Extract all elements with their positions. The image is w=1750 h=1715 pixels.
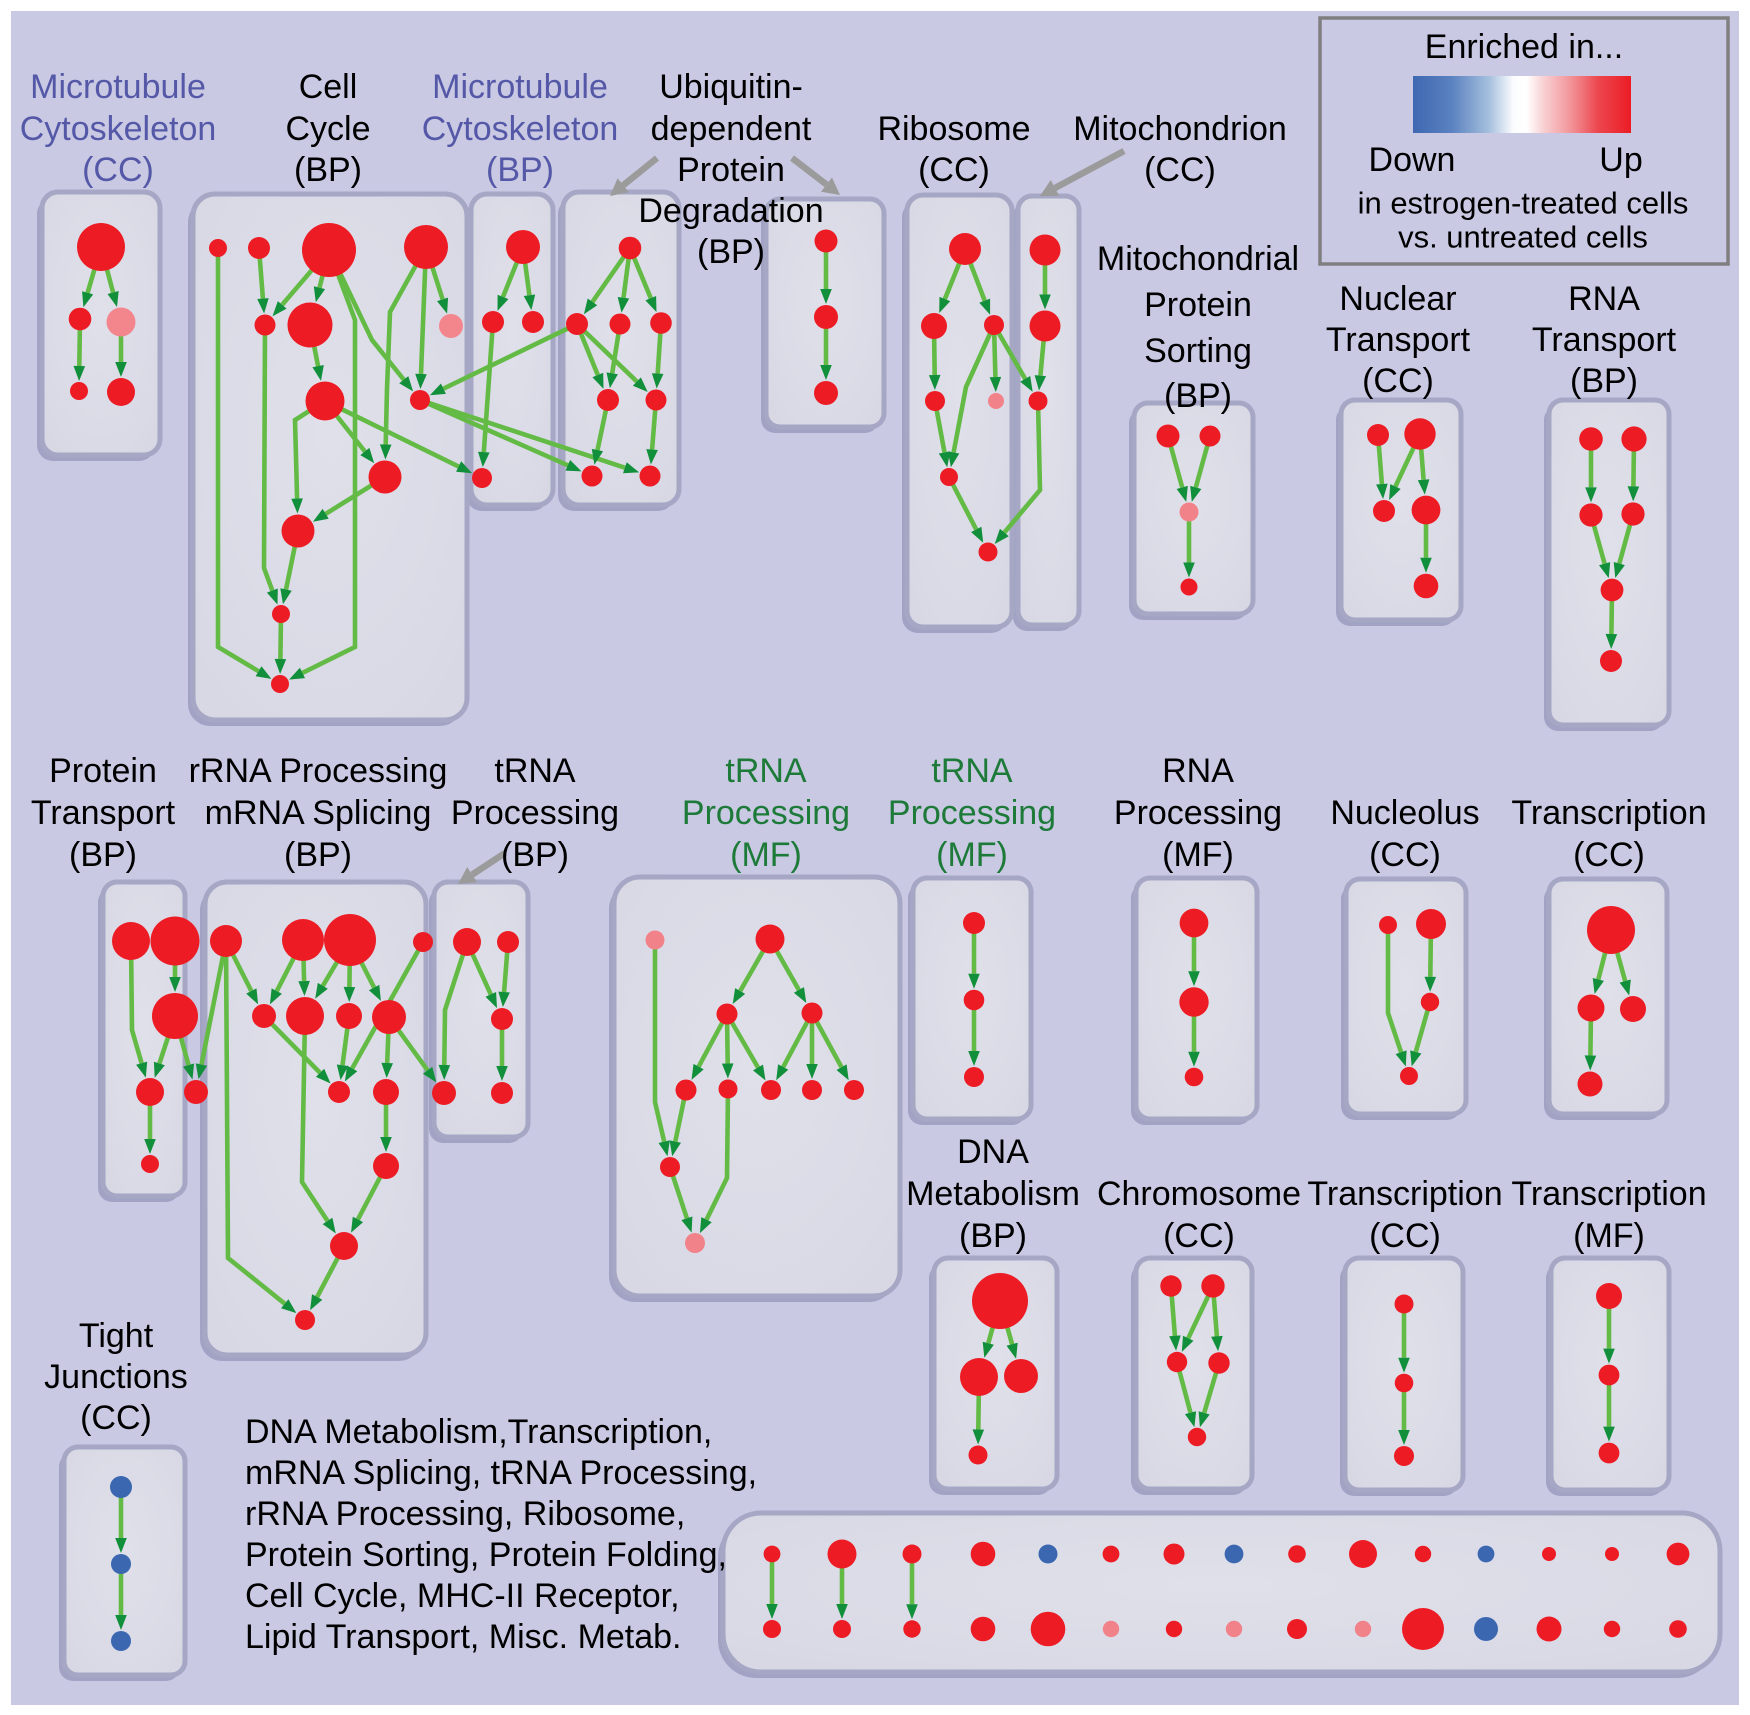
svg-text:mRNA Splicing, tRNA Processing: mRNA Splicing, tRNA Processing,: [245, 1454, 757, 1492]
svg-text:rRNA Processing, Ribosome,: rRNA Processing, Ribosome,: [245, 1495, 685, 1533]
svg-text:tRNA: tRNA: [931, 752, 1013, 790]
svg-text:Microtubule: Microtubule: [432, 68, 608, 106]
svg-text:(BP): (BP): [69, 836, 137, 874]
svg-text:rRNA Processing: rRNA Processing: [189, 752, 448, 790]
svg-text:(BP): (BP): [294, 151, 362, 189]
svg-text:RNA: RNA: [1568, 280, 1640, 318]
svg-text:Mitochondrial: Mitochondrial: [1097, 240, 1299, 278]
svg-text:Processing: Processing: [888, 794, 1056, 832]
svg-text:DNA: DNA: [957, 1133, 1029, 1171]
svg-text:Protein Sorting, Protein Foldi: Protein Sorting, Protein Folding,: [245, 1536, 727, 1574]
svg-text:Junctions: Junctions: [44, 1358, 188, 1396]
svg-text:Cycle: Cycle: [285, 110, 370, 148]
svg-text:(CC): (CC): [80, 1399, 152, 1437]
svg-text:dependent: dependent: [651, 110, 812, 148]
svg-text:Processing: Processing: [1114, 794, 1282, 832]
svg-text:Sorting: Sorting: [1144, 332, 1252, 370]
svg-text:(CC): (CC): [918, 151, 990, 189]
svg-text:Transport: Transport: [1326, 321, 1471, 359]
svg-text:Protein: Protein: [1144, 286, 1252, 324]
svg-text:Nucleolus: Nucleolus: [1330, 794, 1479, 832]
svg-text:Processing: Processing: [451, 794, 619, 832]
svg-text:(CC): (CC): [1362, 362, 1434, 400]
svg-text:(BP): (BP): [1570, 362, 1638, 400]
svg-text:(MF): (MF): [936, 836, 1008, 874]
svg-text:(BP): (BP): [1164, 377, 1232, 415]
svg-text:(CC): (CC): [82, 151, 154, 189]
svg-text:Metabolism: Metabolism: [906, 1175, 1080, 1213]
svg-text:vs. untreated cells: vs. untreated cells: [1398, 220, 1648, 255]
svg-text:Nuclear: Nuclear: [1339, 280, 1456, 318]
svg-text:(MF): (MF): [730, 836, 802, 874]
svg-text:DNA Metabolism,Transcription,: DNA Metabolism,Transcription,: [245, 1413, 712, 1451]
svg-text:(CC): (CC): [1163, 1217, 1235, 1255]
svg-text:Enriched in...: Enriched in...: [1425, 28, 1623, 66]
svg-text:Ribosome: Ribosome: [877, 110, 1030, 148]
svg-text:Ubiquitin-: Ubiquitin-: [659, 68, 803, 106]
svg-text:(BP): (BP): [697, 233, 765, 271]
svg-text:Transcription: Transcription: [1307, 1175, 1502, 1213]
svg-text:mRNA Splicing: mRNA Splicing: [205, 794, 432, 832]
svg-text:Transcription: Transcription: [1511, 794, 1706, 832]
svg-text:tRNA: tRNA: [725, 752, 807, 790]
svg-text:Microtubule: Microtubule: [30, 68, 206, 106]
svg-text:Chromosome: Chromosome: [1097, 1175, 1301, 1213]
svg-text:Tight: Tight: [79, 1317, 154, 1355]
svg-text:(MF): (MF): [1573, 1217, 1645, 1255]
svg-text:Protein: Protein: [677, 151, 785, 189]
svg-text:tRNA: tRNA: [494, 752, 576, 790]
svg-text:(MF): (MF): [1162, 836, 1234, 874]
svg-text:Transcription: Transcription: [1511, 1175, 1706, 1213]
svg-text:Protein: Protein: [49, 752, 157, 790]
svg-text:(BP): (BP): [501, 836, 569, 874]
svg-text:(BP): (BP): [486, 151, 554, 189]
svg-text:Mitochondrion: Mitochondrion: [1073, 110, 1287, 148]
svg-text:Processing: Processing: [682, 794, 850, 832]
svg-text:Transport: Transport: [31, 794, 176, 832]
svg-text:Up: Up: [1599, 141, 1642, 179]
svg-text:Cytoskeleton: Cytoskeleton: [20, 110, 217, 148]
svg-text:(BP): (BP): [284, 836, 352, 874]
svg-text:Cell Cycle, MHC-II Receptor,: Cell Cycle, MHC-II Receptor,: [245, 1577, 680, 1615]
svg-text:(CC): (CC): [1573, 836, 1645, 874]
svg-text:Lipid Transport, Misc. Metab.: Lipid Transport, Misc. Metab.: [245, 1618, 682, 1656]
svg-text:Degradation: Degradation: [638, 192, 823, 230]
svg-text:(BP): (BP): [959, 1217, 1027, 1255]
svg-text:Cell: Cell: [299, 68, 358, 106]
svg-text:Down: Down: [1369, 141, 1456, 179]
svg-text:(CC): (CC): [1369, 1217, 1441, 1255]
svg-text:Cytoskeleton: Cytoskeleton: [422, 110, 619, 148]
svg-text:in estrogen-treated cells: in estrogen-treated cells: [1358, 186, 1689, 221]
svg-text:RNA: RNA: [1162, 752, 1234, 790]
svg-text:Transport: Transport: [1532, 321, 1677, 359]
svg-text:(CC): (CC): [1144, 151, 1216, 189]
svg-text:(CC): (CC): [1369, 836, 1441, 874]
